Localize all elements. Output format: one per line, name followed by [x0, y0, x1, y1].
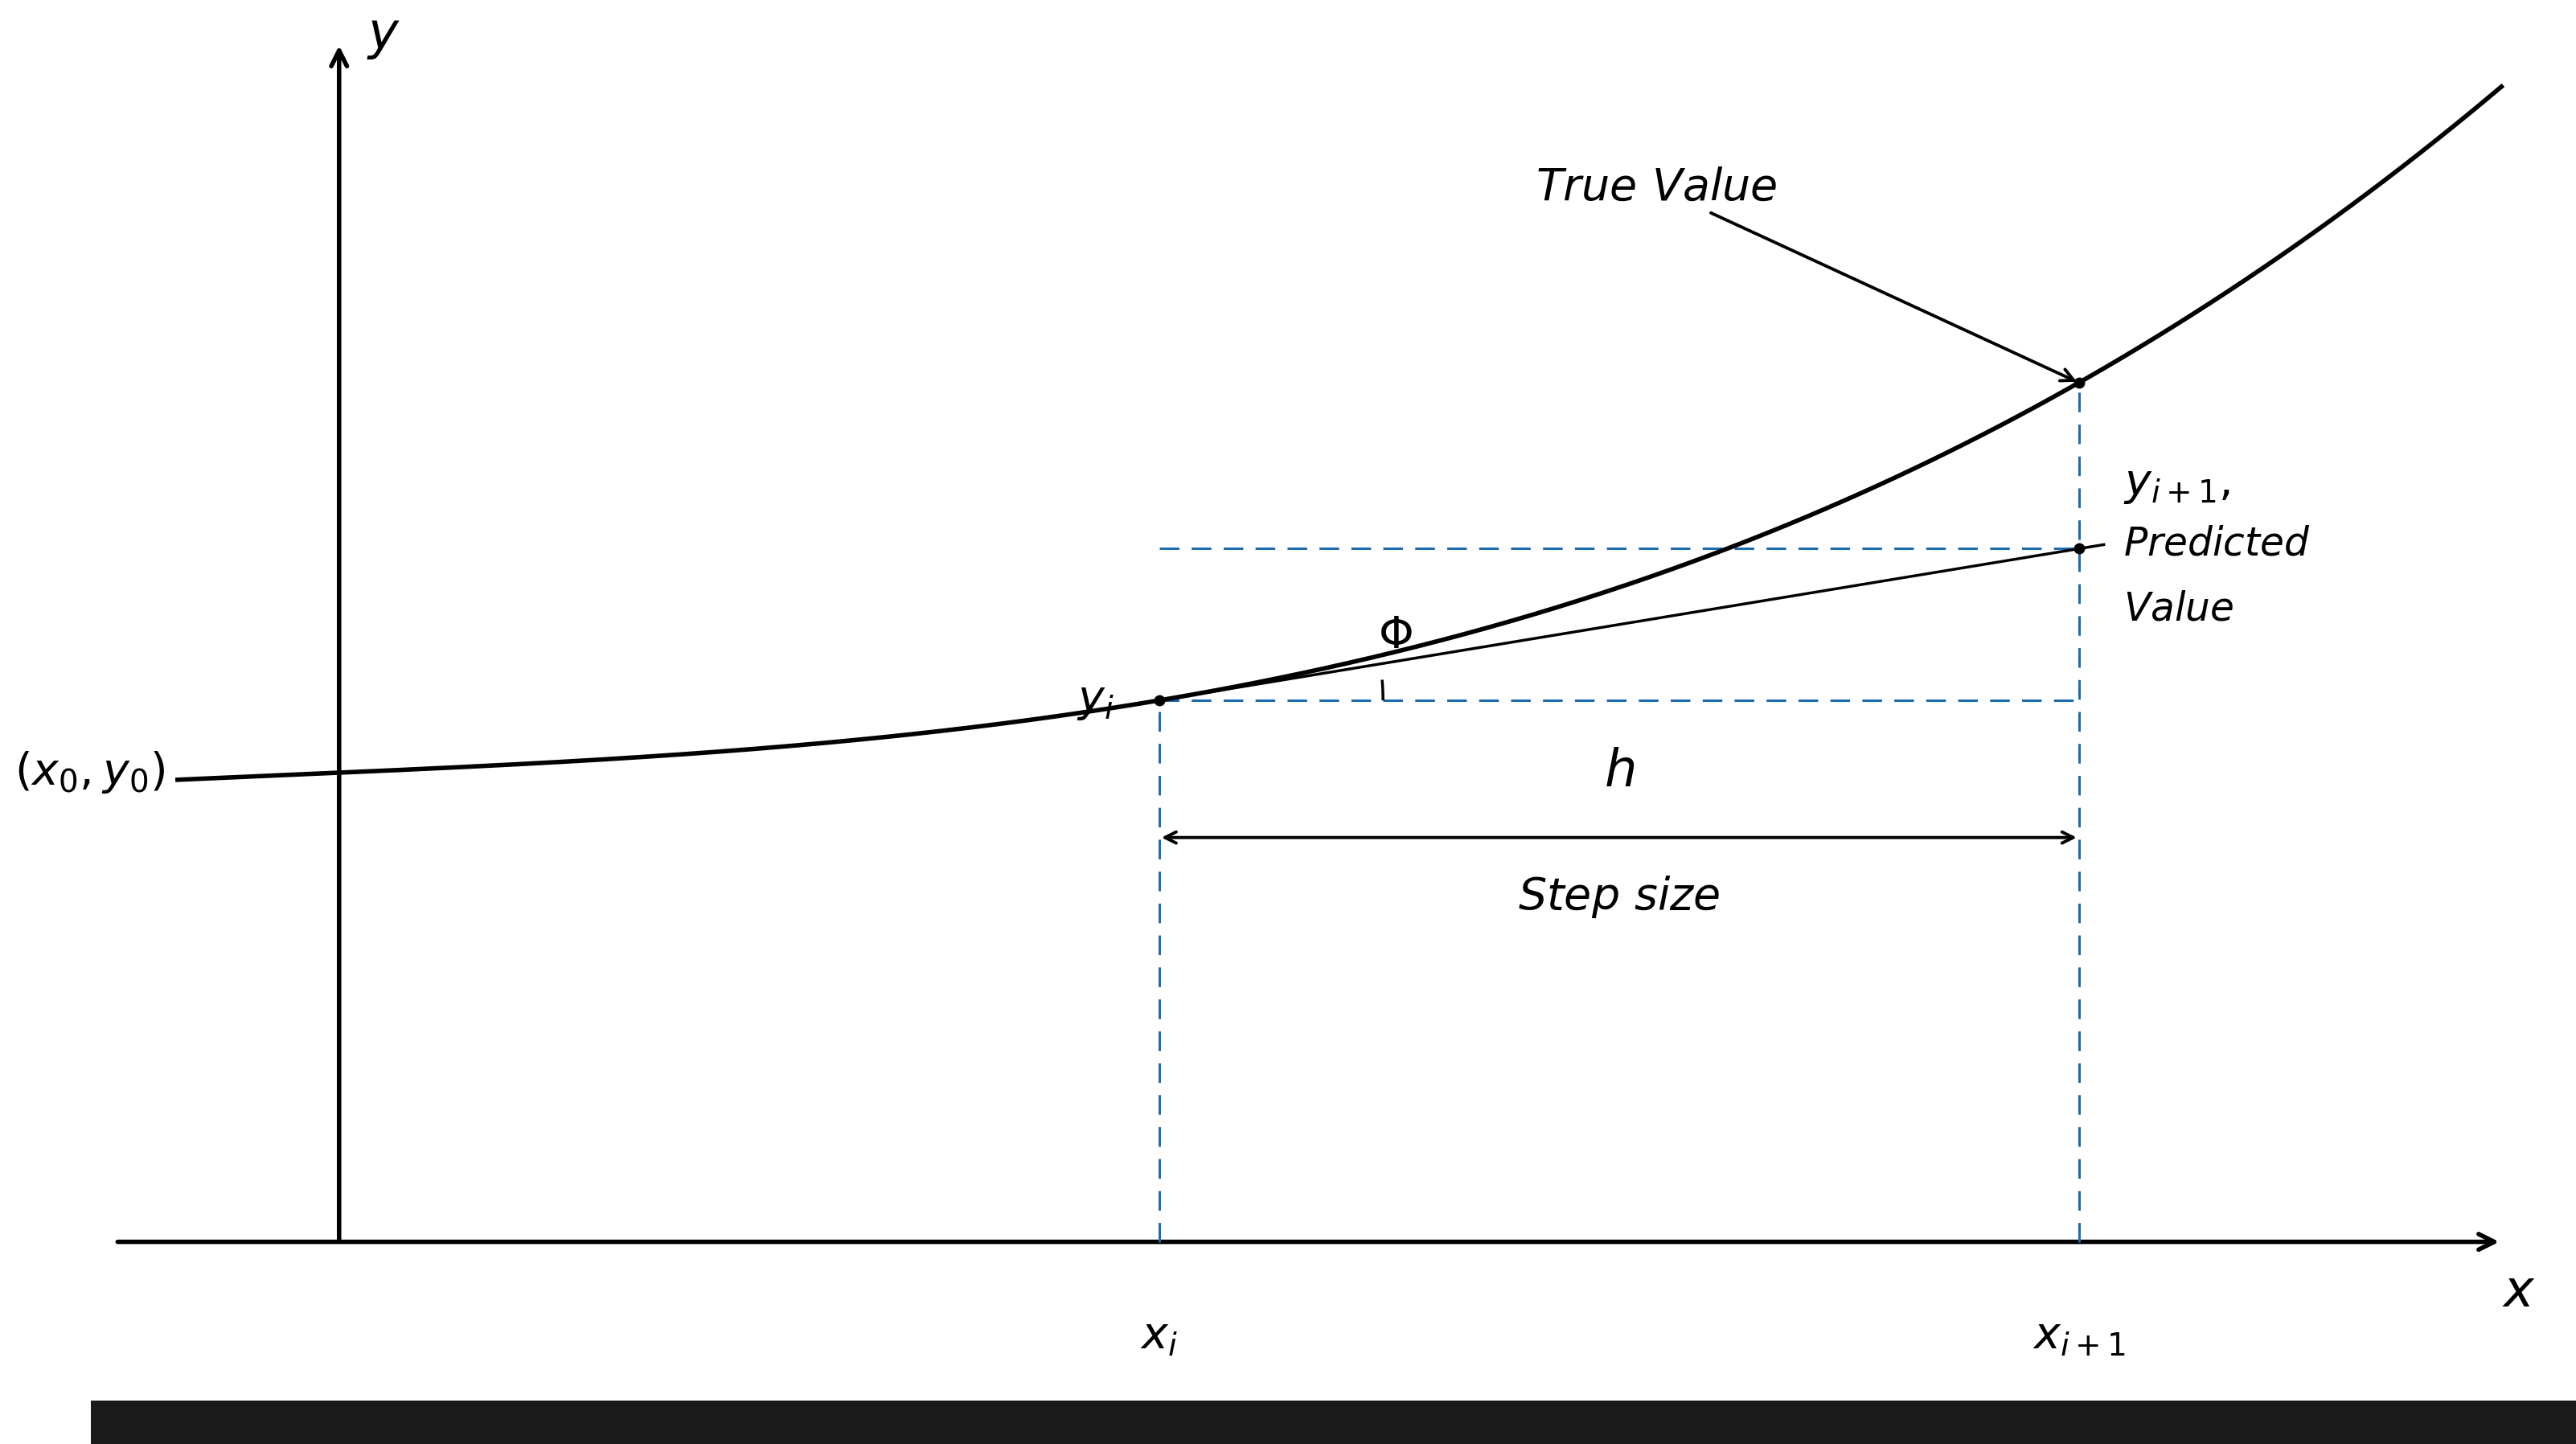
- Text: $Predicted$: $Predicted$: [2123, 526, 2311, 563]
- Text: $h$: $h$: [1605, 748, 1633, 797]
- Text: $(x_0,y_0)$: $(x_0,y_0)$: [15, 749, 165, 796]
- Bar: [90, 1401, 2576, 1444]
- Text: $y$: $y$: [366, 12, 402, 61]
- Text: $y_{i+1},$: $y_{i+1},$: [2123, 462, 2231, 505]
- Text: $x$: $x$: [2501, 1268, 2535, 1317]
- Text: $\Phi$: $\Phi$: [1378, 614, 1412, 657]
- Text: $x_{i+1}$: $x_{i+1}$: [2032, 1314, 2125, 1357]
- Text: $True\ Value$: $True\ Value$: [1535, 166, 2074, 381]
- Text: $Step\ size$: $Step\ size$: [1517, 874, 1721, 920]
- Text: $y_i$: $y_i$: [1077, 679, 1115, 722]
- Text: $Value$: $Value$: [2123, 591, 2233, 628]
- Text: $x_i$: $x_i$: [1141, 1314, 1177, 1357]
